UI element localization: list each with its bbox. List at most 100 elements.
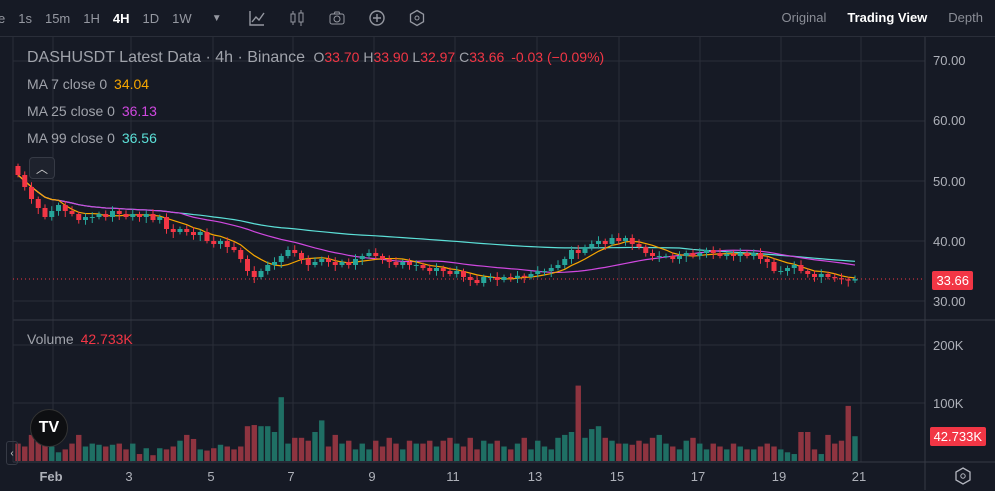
ma25-line (17, 174, 856, 274)
volume-bar (784, 452, 791, 461)
time-tick: 17 (690, 469, 706, 484)
volume-bar (622, 443, 629, 461)
candle-body (89, 217, 95, 218)
open-value: 33.70 (324, 49, 360, 65)
candle-body (677, 256, 682, 259)
candle-body (623, 238, 628, 241)
candle-body (231, 247, 237, 250)
price-tick: 60.00 (933, 113, 966, 128)
time-tick: Feb (39, 469, 63, 484)
candle-body (596, 241, 601, 244)
low-label: L (412, 49, 421, 65)
volume-bar (231, 449, 237, 461)
volume-bar (568, 432, 575, 461)
candle-body (589, 244, 595, 247)
chart-canvas[interactable] (0, 37, 995, 490)
tf-1w[interactable]: 1W (172, 10, 192, 26)
tf-partial: e (0, 10, 6, 26)
candle-body (440, 268, 446, 271)
volume-bar (204, 450, 210, 461)
volume-bar (629, 444, 635, 461)
candle-body (123, 214, 129, 217)
tf-15m[interactable]: 15m (44, 10, 71, 26)
candle-body (852, 279, 858, 281)
volume-bar (778, 449, 784, 461)
plus-circle-icon[interactable] (368, 9, 386, 27)
volume-bar (818, 454, 824, 461)
volume-bar (730, 443, 737, 461)
candle-body (812, 274, 817, 277)
volume-bar (386, 437, 392, 461)
candle-body (474, 280, 480, 283)
volume-bar (616, 443, 622, 461)
tradingview-logo[interactable]: TV (30, 409, 68, 447)
view-trading-view[interactable]: Trading View (847, 10, 928, 25)
candle-body (204, 232, 210, 241)
ma99-legend[interactable]: MA 99 close 0 36.56 (27, 130, 157, 146)
volume-bar (440, 440, 446, 461)
candle-body (818, 274, 824, 277)
volume-bar (312, 432, 318, 461)
high-label: H (363, 49, 374, 65)
tf-4h[interactable]: 4H (112, 10, 130, 26)
price-tick: 40.00 (933, 234, 966, 249)
view-depth[interactable]: Depth (948, 10, 983, 25)
candle-body (690, 253, 696, 256)
volume-bar (103, 446, 109, 461)
candle-body (535, 271, 541, 274)
volume-bar (852, 436, 858, 461)
ma25-label: MA 25 close 0 (27, 103, 115, 119)
candle-body (805, 271, 811, 274)
volume-bar (838, 440, 845, 461)
volume-bar (136, 454, 143, 461)
candle-body (56, 205, 61, 211)
candle-body (737, 253, 743, 256)
volume-bar (541, 446, 548, 461)
indicator-icon[interactable] (248, 9, 266, 27)
time-tick: 9 (368, 469, 376, 484)
tf-1s[interactable]: 1s (18, 10, 32, 26)
candle-body (515, 275, 520, 279)
volume-bar (82, 446, 89, 461)
volume-bar (670, 446, 676, 461)
view-original[interactable]: Original (781, 10, 827, 25)
volume-bar (643, 443, 649, 461)
volume-bar (454, 443, 460, 461)
candle-body (116, 211, 122, 214)
candle-body (643, 247, 649, 253)
volume-bar (197, 449, 203, 461)
caret-down-icon[interactable]: ▼ (211, 12, 222, 24)
volume-bar (217, 444, 224, 461)
candle-body (697, 253, 703, 256)
volume-bar (55, 452, 62, 461)
volume-bar (589, 429, 595, 461)
settings-hex-icon[interactable] (953, 466, 973, 491)
camera-icon[interactable] (328, 9, 346, 27)
volume-bar (508, 449, 514, 461)
settings-hex-icon[interactable] (408, 9, 426, 27)
candle-type-icon[interactable] (288, 9, 306, 27)
candle-body (508, 277, 514, 279)
tf-1h[interactable]: 1H (83, 10, 100, 26)
ma25-legend[interactable]: MA 25 close 0 36.13 (27, 103, 157, 119)
candle-body (778, 271, 784, 272)
scroll-left-button[interactable]: ‹ (6, 441, 18, 465)
candle-body (332, 262, 338, 265)
volume-bar (460, 446, 467, 461)
volume-bar (150, 455, 156, 461)
volume-bar (177, 440, 183, 461)
candle-body (454, 271, 460, 274)
volume-bar (157, 448, 163, 461)
time-tick: 21 (851, 469, 867, 484)
collapse-legend-button[interactable]: ︿ (29, 157, 55, 179)
volume-bar (710, 443, 716, 461)
candle-body (69, 211, 75, 214)
candle-body (798, 265, 804, 271)
tf-1d[interactable]: 1D (142, 10, 160, 26)
candle-body (481, 277, 487, 283)
candle-body (771, 262, 777, 271)
candle-body (731, 254, 736, 256)
ma7-legend[interactable]: MA 7 close 0 34.04 (27, 76, 149, 92)
volume-bar (238, 446, 244, 461)
volume-bar (211, 448, 217, 461)
